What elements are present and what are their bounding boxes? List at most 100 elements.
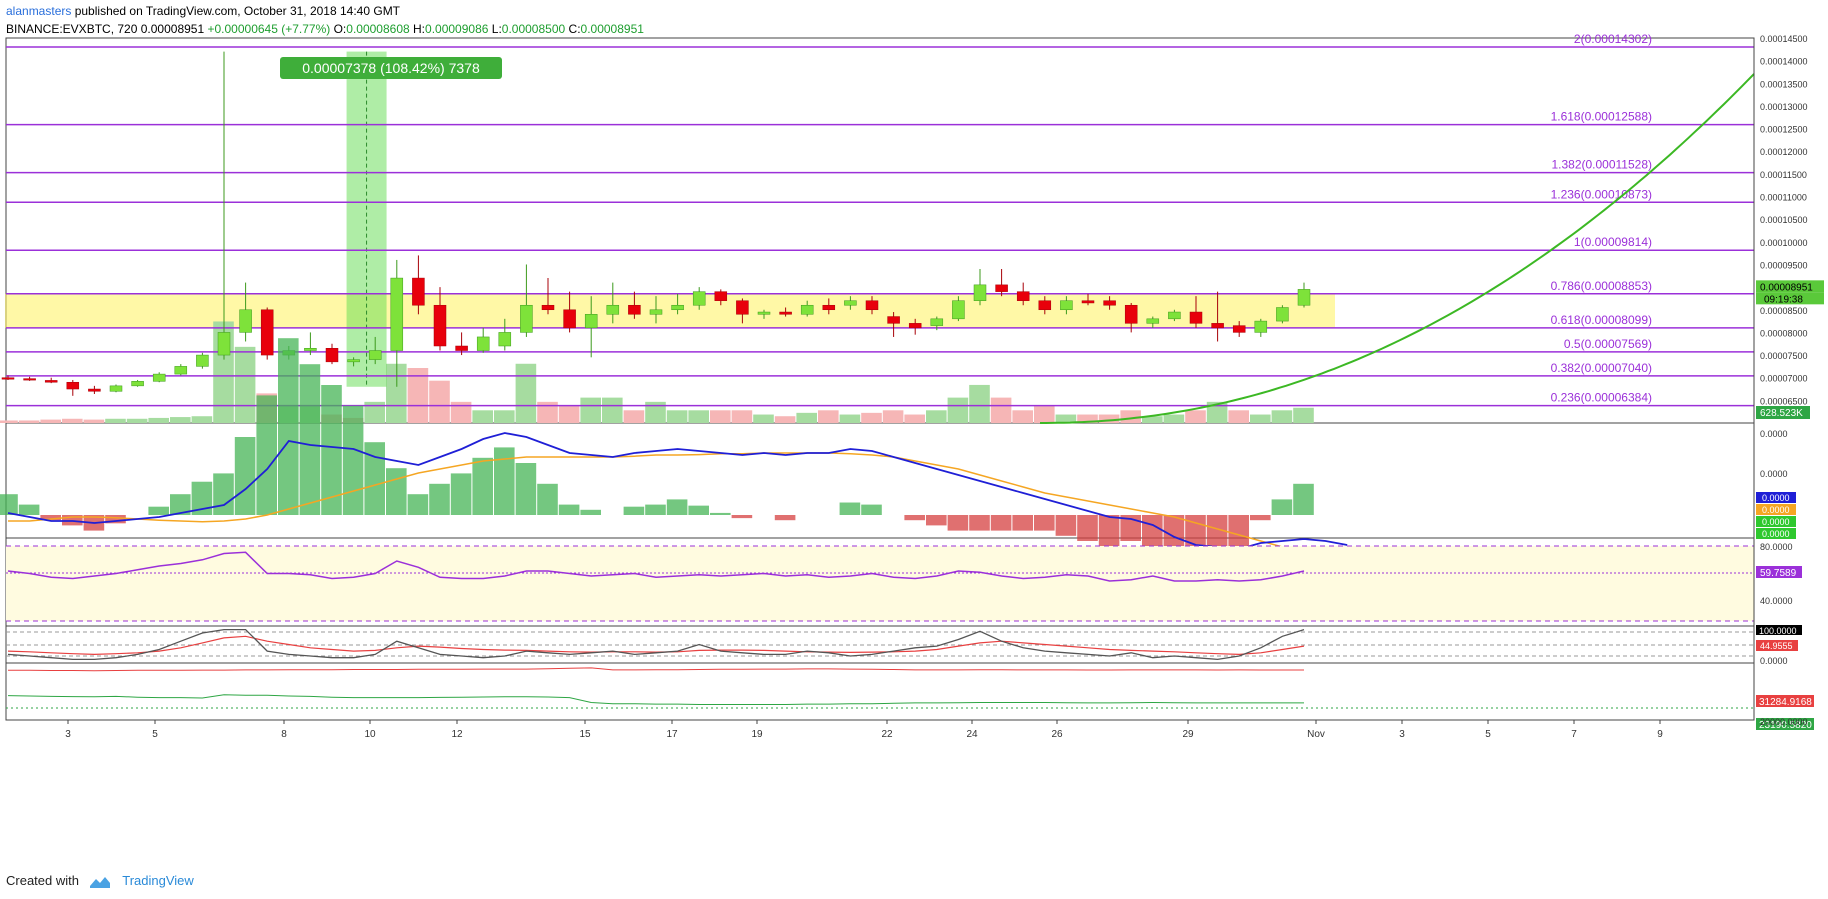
volume-bar (0, 420, 18, 423)
rsi-value-tag-bg (1756, 566, 1802, 578)
macd-histogram-bar (429, 483, 450, 515)
symbol-label: BINANCE:EVXBTC, 720 (6, 22, 138, 36)
created-with-label: Created with (6, 873, 79, 888)
volume-bar (386, 363, 407, 423)
price-axis-tick: 0.00007500 (1760, 351, 1808, 361)
macd-histogram-bar (364, 442, 385, 515)
fib-level-label: 0.618(0.00008099) (1551, 313, 1652, 327)
price-axis-tick: 0.00014000 (1760, 57, 1808, 67)
volume-bar (710, 410, 731, 423)
fib-level-label: 1(0.00009814) (1574, 235, 1652, 249)
volume-bar (1163, 414, 1185, 423)
volume-bar (148, 417, 169, 423)
candle-body (1168, 311, 1181, 320)
macd-histogram-bar (148, 506, 169, 515)
macd-histogram-bar (1142, 515, 1163, 547)
volume-bar (1012, 410, 1033, 423)
bottom-red-line (8, 667, 1304, 672)
bottom-axis-tick: 20000.0000 (1760, 717, 1808, 727)
macd-histogram-bar (191, 481, 213, 515)
macd-histogram-bar (1098, 515, 1120, 547)
candle-body (887, 316, 900, 324)
macd-histogram-bar (1012, 515, 1033, 531)
time-axis-tick: 24 (966, 729, 978, 740)
volume-bar (83, 419, 105, 423)
time-axis-tick: 8 (281, 729, 287, 740)
volume-bar (623, 410, 645, 423)
macd-histogram-bar (105, 515, 126, 524)
candle-body (1232, 325, 1246, 333)
bottom-red-tag-bg (1756, 695, 1814, 707)
volume-bar (1228, 410, 1249, 423)
macd-histogram-bar (861, 504, 882, 515)
timer-tag: 09:19:38 (1764, 294, 1803, 305)
candle-body (131, 381, 144, 387)
macd-histogram-bar (926, 515, 947, 526)
measure-label-bg (280, 57, 502, 79)
candle-body (779, 311, 792, 315)
time-axis-tick: 9 (1657, 729, 1663, 740)
candle-body (1016, 291, 1030, 301)
macd-histogram-bar (969, 515, 990, 531)
author-link[interactable]: alanmasters (6, 4, 72, 18)
volume-bar (364, 401, 385, 423)
volume-bar (1077, 414, 1098, 423)
candle-body (23, 378, 36, 381)
candle-body (476, 336, 490, 351)
candle-body (325, 348, 339, 363)
candle-body (865, 300, 879, 311)
fib-level-label: 0.382(0.00007040) (1551, 361, 1652, 375)
candle-body (174, 366, 188, 375)
volume-bar (170, 417, 191, 423)
change-label: +0.00000645 (+7.77%) (207, 22, 331, 36)
candle-body (1, 377, 15, 380)
macd-histogram-bar (256, 395, 277, 515)
candle-body (930, 318, 944, 326)
price-axis-tick: 0.00010000 (1760, 238, 1808, 248)
macd-histogram-bar (1271, 499, 1293, 515)
low-label: L: (491, 22, 502, 36)
candle-body (304, 348, 317, 351)
volume-bar (126, 418, 148, 423)
volume-bar (407, 368, 429, 423)
candle-body (606, 304, 620, 315)
volume-bar (191, 416, 213, 423)
stoch-k-line (7, 628, 1305, 661)
pane-border (5, 662, 1755, 721)
rsi-axis-tick: 80.0000 (1760, 542, 1793, 552)
candle-body (152, 373, 166, 382)
volume-bar (1206, 401, 1228, 423)
candle-body (1297, 289, 1311, 306)
publish-info: published on TradingView.com, October 31… (71, 4, 401, 18)
macd-axis-tick: 0.0000 (1760, 469, 1788, 479)
candle-body (109, 385, 123, 392)
candle-body (973, 284, 987, 301)
time-axis-tick: 5 (152, 729, 158, 740)
macd-value-tag-bg (1756, 492, 1796, 503)
time-axis-tick: 12 (451, 729, 463, 740)
candle-body (908, 323, 922, 329)
candle-body (368, 350, 382, 360)
low-value: 0.00008500 (501, 22, 566, 36)
volume-bar (666, 410, 688, 423)
candle-body (714, 291, 728, 301)
macd-histogram-bar (40, 515, 61, 521)
fib-level-label: 0.236(0.00006384) (1551, 391, 1652, 405)
price-axis-tick: 0.00014500 (1760, 34, 1808, 44)
price-axis-tick: 0.00008000 (1760, 328, 1808, 338)
time-axis-tick: 3 (1399, 729, 1405, 740)
measure-range (346, 51, 387, 387)
macd-histogram-bar (1034, 515, 1055, 531)
macd-histogram-bar (1228, 515, 1249, 552)
macd-histogram-bar (623, 506, 645, 515)
tradingview-link[interactable]: TradingView (122, 873, 194, 888)
price-axis-tick: 0.00012000 (1760, 147, 1808, 157)
tradingview-logo-icon (89, 876, 110, 888)
high-label: H: (413, 22, 426, 36)
volume-bar (472, 410, 493, 423)
candle-body (692, 291, 706, 306)
time-axis-tick: 5 (1485, 729, 1491, 740)
volume-bar (1293, 407, 1314, 423)
candle-body (1103, 300, 1116, 306)
